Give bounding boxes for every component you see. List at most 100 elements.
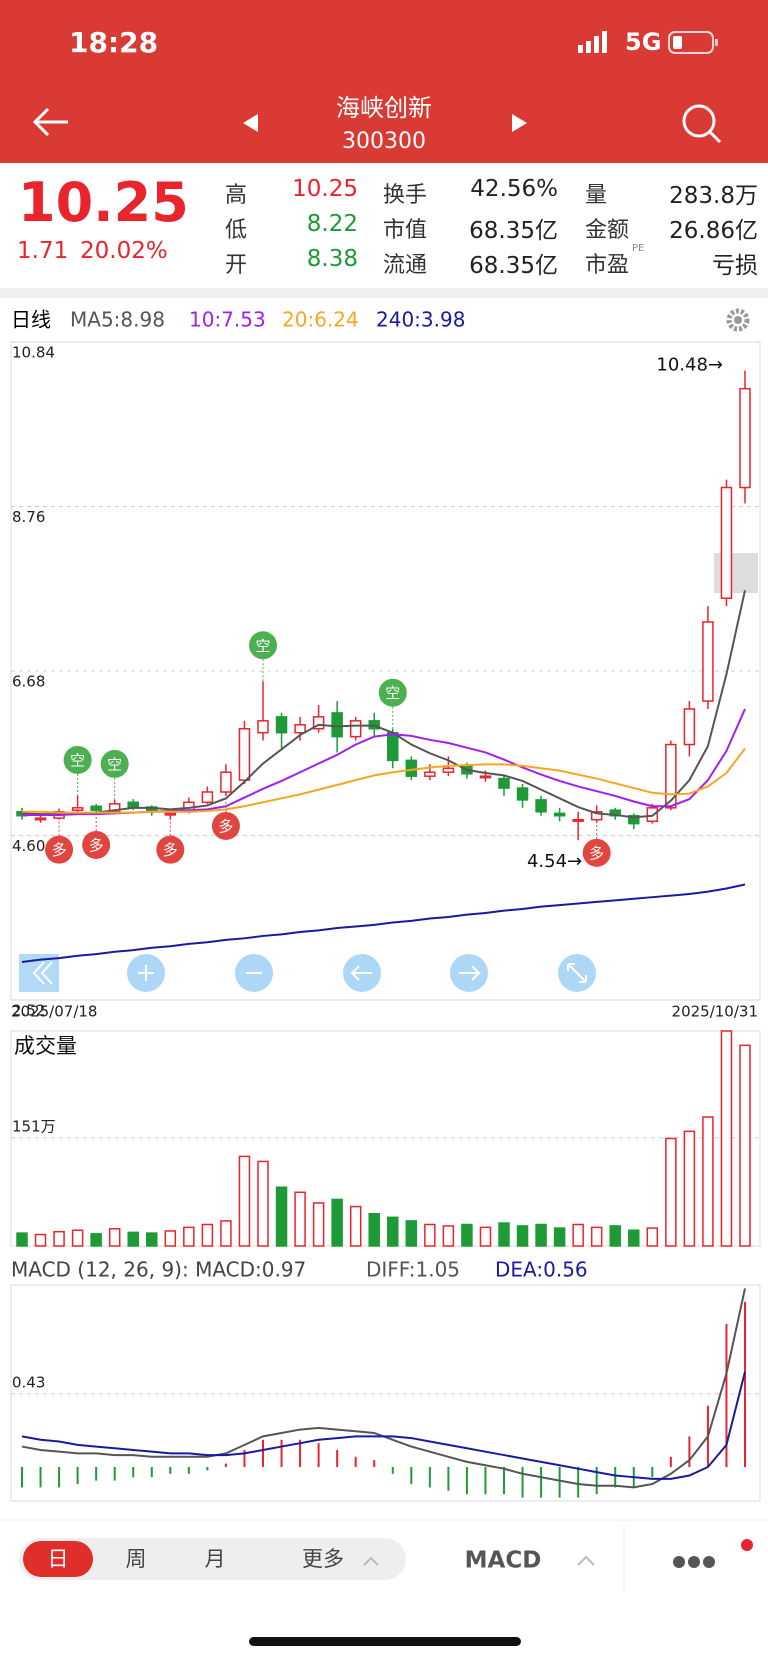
indicator-tab[interactable]: MACD (465, 1548, 542, 1574)
volume-bar (516, 1225, 529, 1247)
candle-body (498, 777, 510, 789)
signal-badge (45, 835, 74, 864)
candle-body (164, 812, 177, 816)
signal-label: 空 (385, 684, 400, 702)
period-tab[interactable]: 日 (48, 1547, 69, 1571)
stat-value: 26.86亿 (669, 218, 758, 244)
volume-bar (442, 1225, 455, 1247)
legend-entry: DIFF:1.05 (366, 1258, 460, 1282)
stat-value: 8.22 (306, 211, 358, 237)
volume-bar (257, 1160, 269, 1247)
signal-label: 多 (218, 817, 233, 835)
volume-bar (34, 1233, 47, 1247)
macd-frame (10, 1284, 761, 1502)
volume-bar (312, 1202, 325, 1247)
signal-label: 多 (89, 836, 104, 854)
candle-body (405, 759, 418, 777)
candle-body (201, 791, 214, 804)
volume-frame (10, 1030, 761, 1247)
y-tick-label: 10.84 (12, 344, 55, 362)
notification-dot (741, 1539, 753, 1551)
candle-body (535, 799, 547, 813)
signal-label: 空 (107, 755, 122, 773)
period-tab[interactable]: 月 (205, 1547, 226, 1571)
volume-bar (349, 1205, 362, 1247)
stat-label: 高 (225, 183, 248, 208)
settings-icon[interactable] (726, 308, 750, 332)
candle-body (553, 812, 566, 817)
candle-body (572, 818, 584, 822)
volume-title: 成交量 (14, 1034, 77, 1058)
stat-value: 42.56% (470, 176, 558, 202)
stat-value: 283.8万 (669, 183, 758, 209)
chart: 日线 成交量 MACD (12, 26, 9): MACD:0.97 日 周 月 更多… (0, 308, 768, 1646)
volume-bar (183, 1226, 195, 1247)
legend-entry: DEA:0.56 (495, 1258, 588, 1282)
stat-label: 低 (225, 218, 248, 243)
candle-body (665, 743, 677, 809)
signal-badge (211, 811, 240, 840)
prev-stock[interactable] (240, 112, 262, 134)
volume-bar (424, 1223, 436, 1247)
candle-body (257, 720, 269, 734)
next-stock[interactable] (508, 112, 530, 134)
stat-label: 市盈 (585, 253, 630, 278)
candle-body (294, 724, 306, 734)
volume-bar (108, 1228, 121, 1247)
stat-label: 量 (585, 183, 608, 208)
candle-body (90, 805, 102, 811)
legend-entry: 10:7.53 (189, 308, 266, 332)
ma-line (21, 590, 746, 819)
candle-body (442, 767, 455, 773)
candle-body (127, 801, 139, 808)
candle-body (220, 771, 232, 793)
volume-bar (628, 1229, 640, 1247)
volume-bar (387, 1216, 399, 1247)
low-annotation: 4.54→ (527, 851, 582, 872)
price: 10.25 (18, 171, 189, 234)
volume-bar (461, 1223, 473, 1247)
signal-label: 多 (589, 844, 604, 862)
candle-body (275, 716, 288, 734)
signal-label: 空 (70, 751, 85, 769)
more-button[interactable] (673, 1556, 715, 1568)
y-tick-label: 0.43 (12, 1373, 45, 1391)
period-tab[interactable]: 更多 (302, 1547, 344, 1571)
volume-bar (720, 1030, 733, 1247)
volume-bar (683, 1130, 696, 1247)
volume-bar (238, 1155, 251, 1247)
battery-icon (668, 31, 718, 54)
signal-icon (578, 31, 607, 53)
volume-bar (646, 1227, 659, 1247)
volume-bar (53, 1230, 65, 1247)
x-tick-label: 2025/07/18 (11, 1003, 97, 1021)
signal-badge (156, 835, 185, 864)
volume-bar (405, 1220, 418, 1247)
ma-line (22, 708, 746, 816)
back-button[interactable] (30, 104, 72, 140)
home-indicator (249, 1637, 521, 1646)
volume-bar (127, 1231, 139, 1247)
volume-bar (572, 1223, 584, 1247)
volume-bar (294, 1191, 306, 1247)
candle-body (71, 807, 84, 811)
zoom-controls (19, 954, 596, 992)
candle-body (238, 727, 251, 781)
macd-title: MACD (12, 26, 9): MACD:0.97 (11, 1258, 306, 1282)
macd-line (21, 1371, 746, 1480)
legend-entry: 240:3.98 (376, 308, 465, 332)
volume-bar (479, 1226, 492, 1247)
change-pct: 20.02% (80, 238, 168, 264)
signal-label: 多 (52, 841, 67, 859)
period-tab[interactable]: 周 (126, 1547, 147, 1571)
top-bar: 18:28 5G 海峡创新 300300 (0, 0, 768, 163)
candle-body (479, 775, 492, 779)
volume-bar (71, 1229, 84, 1247)
volume-bar (146, 1232, 158, 1247)
search-button[interactable] (680, 102, 724, 146)
volume-bar (535, 1223, 547, 1247)
candle-body (702, 621, 714, 702)
signal-badge (100, 749, 129, 778)
candle-body (34, 817, 47, 821)
legend-entry: 20:6.24 (282, 308, 359, 332)
